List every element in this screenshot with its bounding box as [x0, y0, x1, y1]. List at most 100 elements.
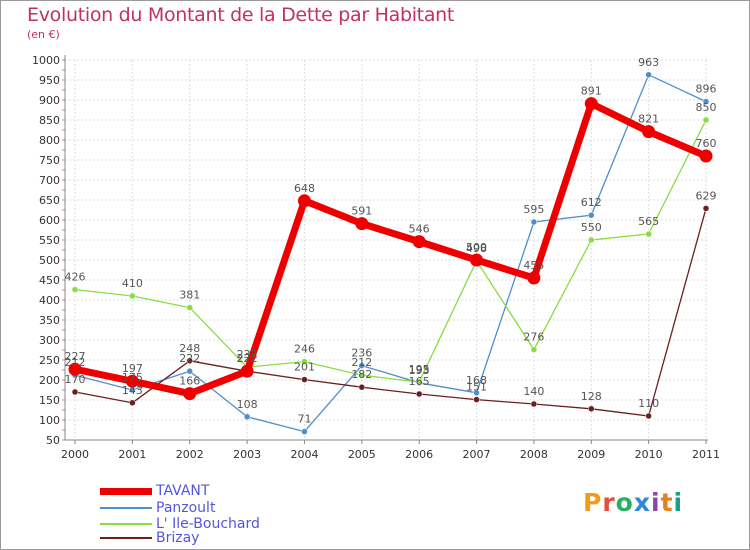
y-tick-label: 700 — [39, 174, 60, 187]
data-label: 143 — [122, 384, 143, 397]
data-point — [415, 390, 423, 398]
legend-swatch — [100, 537, 152, 539]
axes — [62, 55, 708, 444]
data-label: 175 — [122, 371, 143, 384]
y-tick-label: 100 — [39, 414, 60, 427]
data-label: 276 — [523, 331, 544, 344]
y-tick-label: 500 — [39, 254, 60, 267]
series-lines — [68, 71, 713, 435]
x-tick-label: 2009 — [577, 448, 605, 461]
data-point — [702, 98, 710, 105]
data-point — [301, 428, 308, 435]
data-point — [645, 412, 652, 420]
proxiti-logo: Proxiti — [583, 488, 684, 517]
x-tick-labels: 2000 2001 2002 2003 2004 2005 2006 2007 2008 2009… — [61, 448, 720, 461]
x-tick-label: 2006 — [405, 448, 433, 461]
data-label: 426 — [65, 271, 86, 284]
x-tick-label: 2008 — [520, 448, 548, 461]
data-point — [186, 367, 193, 375]
data-point — [412, 235, 426, 249]
series-line-brizay — [74, 207, 707, 417]
data-point — [473, 396, 480, 403]
data-label: 232 — [237, 348, 258, 361]
data-label: 170 — [65, 373, 86, 386]
data-point — [702, 116, 710, 124]
data-point — [642, 125, 656, 139]
series-line-panzoult — [74, 74, 707, 433]
x-tick-label: 2005 — [348, 448, 376, 461]
legend-swatch — [100, 507, 152, 509]
data-point — [68, 362, 82, 376]
data-point — [358, 362, 366, 369]
data-point — [588, 405, 595, 413]
legend-label: Panzoult — [156, 500, 216, 516]
data-label: 963 — [638, 56, 659, 69]
data-point — [183, 387, 197, 401]
y-tick-label: 600 — [39, 214, 60, 227]
data-label: 760 — [696, 137, 717, 150]
y-tick-label: 200 — [39, 374, 60, 387]
data-label: 193 — [409, 364, 430, 377]
data-point — [527, 271, 541, 285]
data-label: 227 — [65, 350, 86, 363]
data-label: 246 — [294, 343, 315, 356]
legend-label: Brizay — [156, 530, 200, 546]
data-label: 410 — [122, 277, 143, 290]
y-tick-label: 550 — [39, 234, 60, 247]
y-tick-label: 850 — [39, 114, 60, 127]
y-tick-label: 150 — [39, 394, 60, 407]
data-point — [584, 97, 598, 111]
y-tick-labels: 50 100 150 200 250 300 350 400 450 500 550 600 650 70… — [32, 54, 60, 447]
data-point — [358, 371, 366, 379]
legend-label: TAVANT — [156, 483, 210, 499]
legend-label: L' Ile-Bouchard — [156, 516, 260, 532]
data-label: 71 — [297, 413, 311, 426]
data-label: 565 — [638, 215, 659, 228]
x-tick-label: 2000 — [61, 448, 89, 461]
data-point — [530, 400, 538, 408]
data-point — [240, 364, 254, 378]
data-point — [702, 205, 710, 212]
chart-title: Evolution du Montant de la Dette par Hab… — [27, 4, 455, 26]
data-label: 201 — [294, 361, 315, 374]
data-point — [186, 357, 193, 365]
data-label: 500 — [466, 241, 487, 254]
data-point — [645, 71, 652, 79]
data-point — [243, 413, 251, 421]
data-label: 222 — [179, 352, 200, 365]
data-label: 498 — [466, 242, 487, 255]
data-label: 195 — [409, 363, 430, 376]
data-label: 629 — [696, 189, 717, 202]
data-label: 222 — [237, 352, 258, 365]
data-point — [588, 211, 595, 219]
data-label: 236 — [351, 347, 372, 360]
data-label: 212 — [65, 356, 86, 369]
data-label: 546 — [409, 223, 430, 236]
data-label: 591 — [351, 205, 372, 218]
data-point — [358, 383, 366, 391]
data-label: 821 — [638, 113, 659, 126]
data-label: 595 — [523, 203, 544, 216]
x-tick-label: 2011 — [692, 448, 720, 461]
data-label: 140 — [523, 385, 544, 398]
data-label: 128 — [581, 390, 602, 403]
chart-unit-label: (en €) — [27, 28, 60, 41]
series-line-tavant — [71, 100, 710, 398]
y-tick-label: 350 — [39, 314, 60, 327]
data-point — [129, 399, 136, 407]
data-label: 896 — [696, 83, 717, 96]
data-point — [71, 286, 79, 293]
data-label: 381 — [179, 289, 200, 302]
data-point — [470, 253, 484, 267]
data-label: 222 — [237, 352, 258, 365]
data-label: 151 — [466, 381, 487, 394]
y-tick-label: 450 — [39, 274, 60, 287]
data-label: 891 — [581, 85, 602, 98]
x-tick-label: 2010 — [635, 448, 663, 461]
x-tick-label: 2002 — [176, 448, 204, 461]
data-label: 166 — [179, 375, 200, 388]
legend-item: Brizay — [100, 530, 199, 546]
y-tick-label: 50 — [46, 434, 60, 447]
data-label: 197 — [122, 362, 143, 375]
